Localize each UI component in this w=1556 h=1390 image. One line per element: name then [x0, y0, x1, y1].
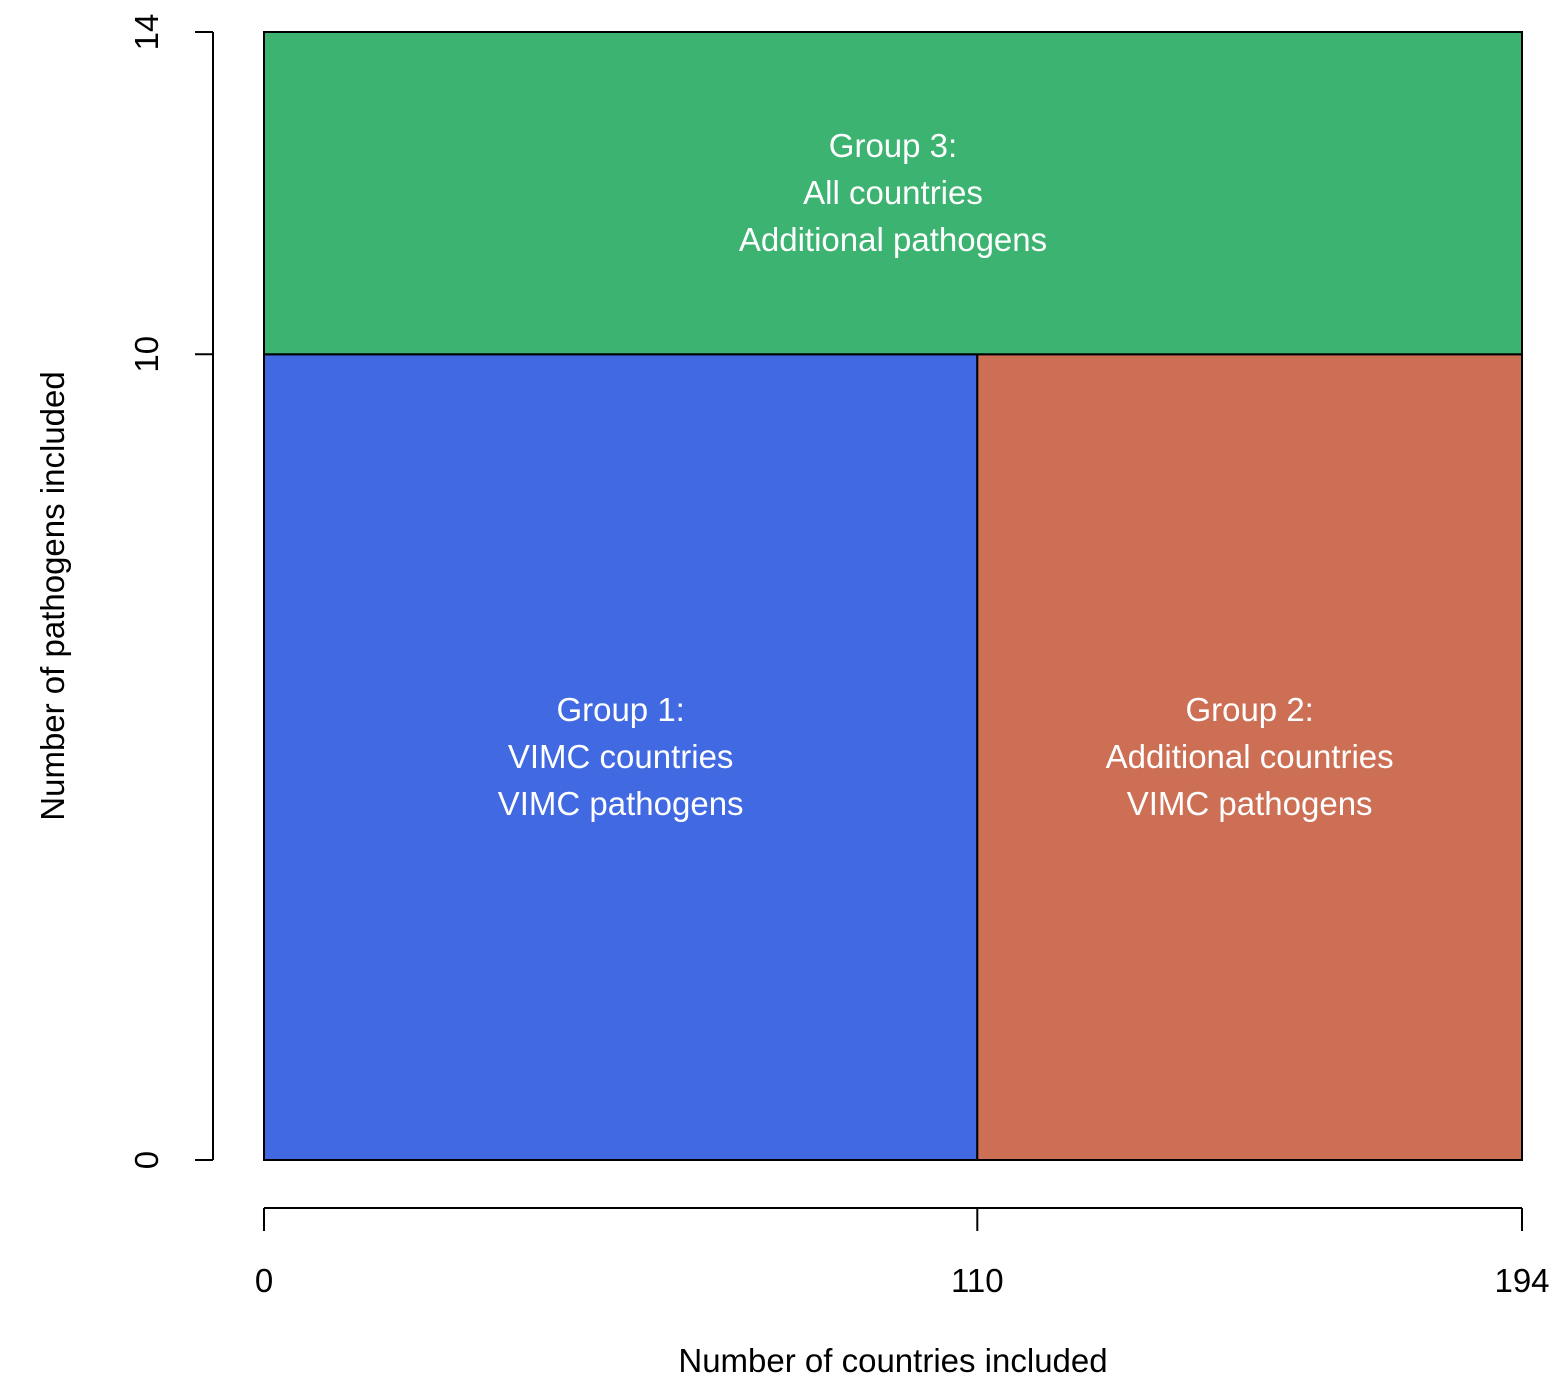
region-label-group-3-line-1: Group 3:: [829, 127, 957, 164]
x-tick-label-110: 110: [951, 1262, 1004, 1299]
y-tick-label-14: 14: [128, 14, 165, 51]
y-tick-label-0: 0: [128, 1151, 165, 1169]
y-axis-title: Number of pathogens included: [34, 371, 71, 820]
region-label-group-3-line-3: Additional pathogens: [739, 221, 1047, 258]
y-tick-label-10: 10: [128, 336, 165, 373]
region-label-group-1-line-2: VIMC countries: [508, 738, 734, 775]
region-rect-group-2: [976, 353, 1523, 1161]
region-label-group-3-line-2: All countries: [803, 174, 983, 211]
axes-layer: [212, 32, 1522, 1209]
x-axis-title: Number of countries included: [678, 1342, 1107, 1379]
region-rect-group-1: [263, 353, 979, 1161]
x-tick-label-0: 0: [255, 1262, 273, 1299]
region-label-group-1-line-1: Group 1:: [556, 691, 684, 728]
ticks-layer: 0 10 14 0 110 194: [128, 14, 1550, 1299]
region-label-group-2-line-3: VIMC pathogens: [1127, 785, 1373, 822]
regions-layer: Group 1: VIMC countries VIMC pathogens Grou…: [263, 31, 1523, 1161]
region-rect-group-3: [263, 31, 1523, 356]
region-label-group-2-line-2: Additional countries: [1106, 738, 1394, 775]
x-tick-label-194: 194: [1494, 1262, 1549, 1299]
region-label-group-2-line-1: Group 2:: [1185, 691, 1313, 728]
region-label-group-1-line-3: VIMC pathogens: [498, 785, 744, 822]
